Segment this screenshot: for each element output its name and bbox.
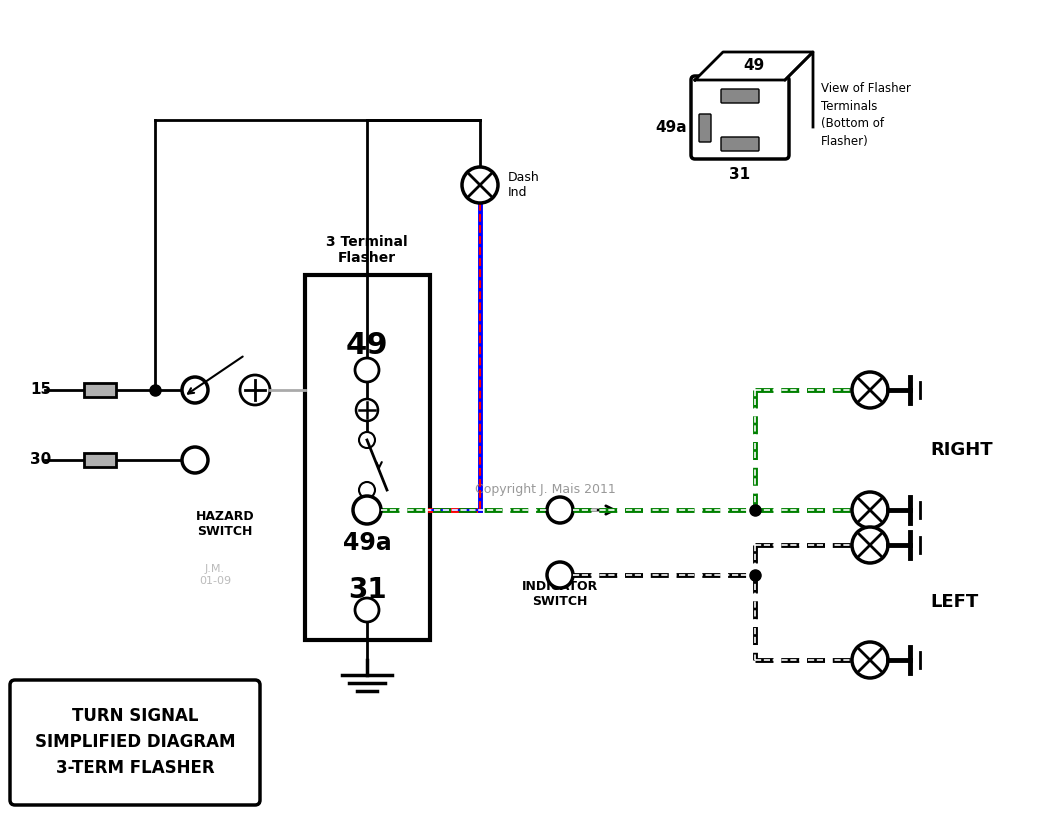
Text: LEFT: LEFT <box>930 593 978 611</box>
Text: TURN SIGNAL
SIMPLIFIED DIAGRAM
3-TERM FLASHER: TURN SIGNAL SIMPLIFIED DIAGRAM 3-TERM FL… <box>35 707 235 778</box>
Circle shape <box>356 399 378 421</box>
Bar <box>84 453 116 467</box>
Bar <box>84 383 116 397</box>
Text: 49: 49 <box>345 330 389 360</box>
Text: 31: 31 <box>347 576 386 604</box>
Text: Dash
Ind: Dash Ind <box>508 171 540 199</box>
Circle shape <box>182 377 208 403</box>
FancyBboxPatch shape <box>721 137 759 151</box>
Circle shape <box>182 447 208 473</box>
Text: 30: 30 <box>30 453 52 468</box>
Text: 49: 49 <box>743 59 765 73</box>
Circle shape <box>547 562 573 588</box>
FancyBboxPatch shape <box>691 76 789 159</box>
Circle shape <box>852 642 888 678</box>
FancyBboxPatch shape <box>721 89 759 103</box>
Circle shape <box>355 358 379 382</box>
FancyBboxPatch shape <box>699 114 711 142</box>
Text: Copyright J. Mais 2011: Copyright J. Mais 2011 <box>474 484 616 496</box>
Text: 3 Terminal
Flasher: 3 Terminal Flasher <box>326 235 408 265</box>
Text: 15: 15 <box>30 383 51 397</box>
Text: 31: 31 <box>730 167 751 182</box>
Circle shape <box>359 432 375 448</box>
Text: RIGHT: RIGHT <box>930 441 993 459</box>
Circle shape <box>852 372 888 408</box>
Text: J.M.
01-09: J.M. 01-09 <box>199 564 231 586</box>
Text: HAZARD
SWITCH: HAZARD SWITCH <box>195 510 254 538</box>
Text: 49a: 49a <box>342 531 392 555</box>
Circle shape <box>852 527 888 563</box>
FancyBboxPatch shape <box>10 680 260 805</box>
Circle shape <box>355 598 379 622</box>
Circle shape <box>359 482 375 498</box>
Bar <box>305 275 430 640</box>
Circle shape <box>353 496 381 524</box>
Circle shape <box>240 375 270 405</box>
Text: View of Flasher
Terminals
(Bottom of
Flasher): View of Flasher Terminals (Bottom of Fla… <box>821 82 911 149</box>
Text: 49a: 49a <box>656 121 687 135</box>
Text: INDICATOR
SWITCH: INDICATOR SWITCH <box>522 580 598 608</box>
Circle shape <box>463 167 498 203</box>
Polygon shape <box>695 52 813 80</box>
Circle shape <box>852 492 888 528</box>
Circle shape <box>547 497 573 523</box>
